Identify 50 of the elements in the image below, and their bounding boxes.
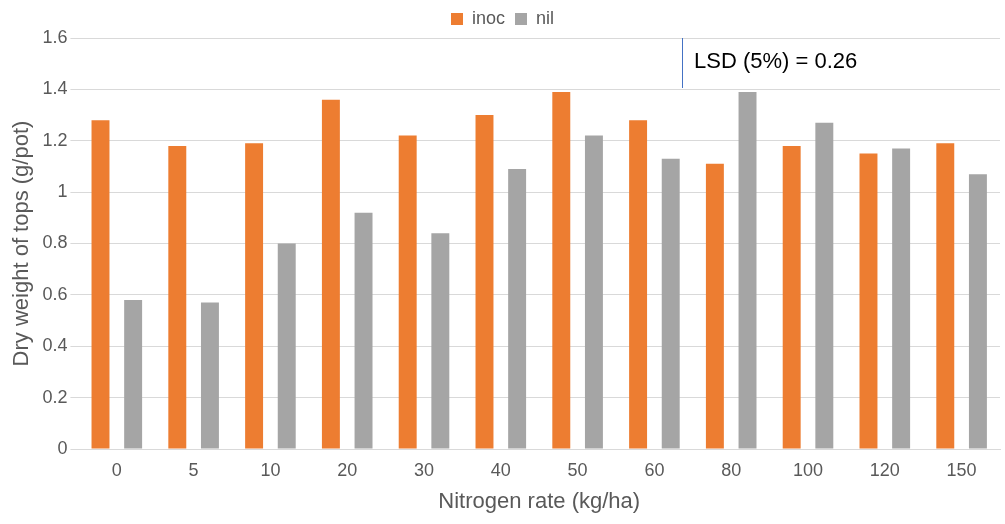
y-tick-label: 1 [57,181,68,202]
x-tick-label: 80 [721,459,742,480]
x-tick-label: 40 [490,459,511,480]
y-tick-label: 0.8 [42,232,68,253]
y-tick-label: 1.4 [42,78,68,99]
bar [91,120,110,449]
bar [398,135,417,449]
bar [738,91,757,449]
x-tick-label: 0 [111,459,122,480]
y-tick-label: 0.4 [42,335,68,356]
bar [475,115,494,449]
y-tick-label: 0.2 [42,386,68,407]
bar [629,120,648,449]
x-axis-title: Nitrogen rate (kg/ha) [438,487,641,513]
bar [200,302,219,449]
x-tick-label: 150 [946,459,977,480]
bar [552,91,571,449]
bar [859,153,878,449]
bar [892,148,911,449]
x-tick-label: 50 [567,459,588,480]
bar [124,300,143,449]
y-tick-label: 0.6 [42,283,68,304]
bar [245,143,264,449]
x-tick-label: 10 [260,459,281,480]
bar [508,169,527,449]
bar [661,158,680,449]
bar [168,145,187,449]
annotation: LSD (5%) = 0.26 [694,48,858,74]
bar [431,233,450,449]
bar [277,243,296,449]
bar [782,145,801,449]
bar [705,163,724,449]
x-tick-label: 100 [792,459,824,480]
bar [968,174,987,449]
x-tick-label: 60 [644,459,665,480]
x-tick-label: 30 [414,459,435,480]
legend-label: inoc [471,7,506,28]
y-axis-title: Dry weight of tops (g/pot) [8,120,34,367]
legend-label: nil [536,7,555,28]
y-tick-label: 0 [57,437,68,458]
bar [584,135,603,449]
y-tick-label: 1.2 [42,129,68,150]
x-tick-label: 20 [337,459,358,480]
x-tick-label: 5 [188,459,199,480]
x-tick-label: 120 [869,459,900,480]
bar [354,212,373,449]
bar [815,122,834,449]
y-tick-label: 1.6 [42,26,68,47]
bar [321,99,340,449]
bar [936,143,955,449]
